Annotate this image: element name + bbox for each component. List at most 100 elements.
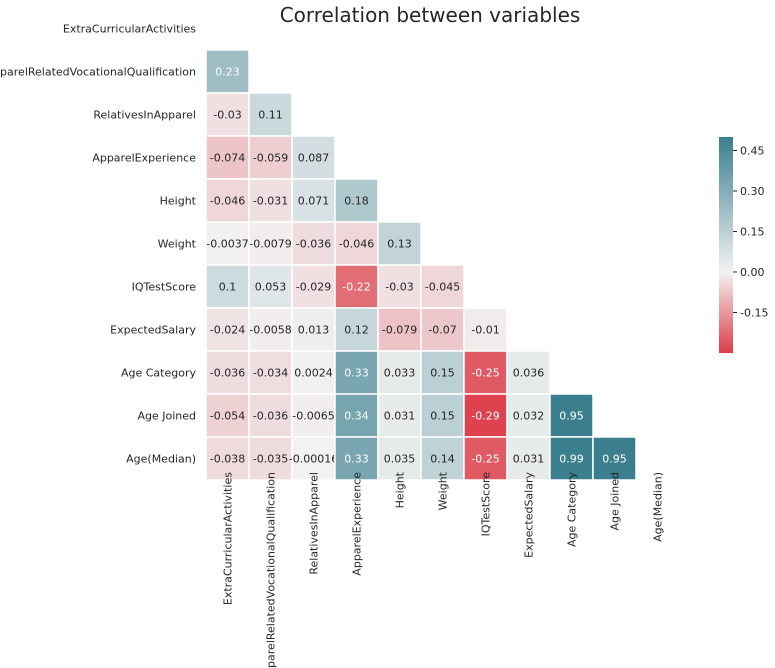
column-tick-label: Age(Median) bbox=[652, 472, 665, 542]
colorbar-tick-label: 0.15 bbox=[740, 226, 765, 239]
cell-value-label: 0.031 bbox=[384, 410, 416, 423]
cell-value-label: 0.036 bbox=[513, 367, 545, 380]
cell-value-label: -0.0058 bbox=[249, 324, 291, 337]
row-tick-label: Weight bbox=[158, 238, 197, 251]
column-tick-label: ApparelRelatedVocationalQualification bbox=[265, 472, 278, 668]
heatmap-cell bbox=[506, 350, 551, 395]
cell-value-label: 0.032 bbox=[513, 410, 545, 423]
cell-value-label: 0.99 bbox=[559, 453, 584, 466]
cell-value-label: 0.13 bbox=[387, 238, 412, 251]
heatmap-cell bbox=[334, 264, 379, 309]
cell-value-label: -0.079 bbox=[382, 324, 417, 337]
heatmap-cell bbox=[291, 350, 336, 395]
heatmap-cell bbox=[592, 436, 637, 481]
column-tick-label: Height bbox=[394, 471, 407, 508]
heatmap-cell bbox=[205, 350, 250, 395]
heatmap-cell bbox=[205, 264, 250, 309]
row-tick-label: Age(Median) bbox=[126, 453, 196, 466]
cell-value-label: 0.11 bbox=[258, 109, 283, 122]
cell-value-label: 0.053 bbox=[255, 281, 287, 294]
heatmap-cell bbox=[420, 436, 465, 481]
column-tick-label: Weight bbox=[437, 471, 450, 510]
colorbar-tick-label: 0.30 bbox=[740, 185, 765, 198]
heatmap-cell bbox=[205, 436, 250, 481]
row-tick-label: Height bbox=[160, 195, 197, 208]
column-tick-label: ApparelExperience bbox=[351, 472, 364, 576]
heatmap-cell bbox=[248, 264, 293, 309]
cell-value-label: -0.0037 bbox=[206, 238, 248, 251]
cell-value-label: -0.03 bbox=[385, 281, 413, 294]
column-tick-label: IQTestScore bbox=[480, 472, 493, 537]
colorbar-tick-label: 0.45 bbox=[740, 145, 765, 158]
heatmap-cell bbox=[377, 264, 422, 309]
cell-value-label: 0.087 bbox=[298, 152, 330, 165]
cell-value-label: 0.071 bbox=[298, 195, 330, 208]
cell-value-label: -0.22 bbox=[342, 281, 370, 294]
cell-value-label: 0.34 bbox=[344, 410, 369, 423]
colorbar-tick-label: -0.15 bbox=[740, 307, 768, 320]
column-tick-label: Age Joined bbox=[609, 472, 622, 531]
cell-value-label: 0.15 bbox=[430, 410, 455, 423]
column-tick-labels: ExtraCurricularActivities ApparelRelatedV… bbox=[222, 471, 665, 668]
cell-value-label: 0.013 bbox=[298, 324, 330, 337]
row-tick-label: ApparelRelatedVocationalQualification bbox=[0, 66, 196, 79]
cell-value-label: -0.054 bbox=[210, 410, 245, 423]
heatmap-cells: 0.23 -0.03 0.11 -0.074 -0.059 0.087 -0.046 -0.0… bbox=[205, 49, 637, 481]
cell-value-label: -0.25 bbox=[471, 453, 499, 466]
cell-value-label: -0.034 bbox=[253, 367, 288, 380]
cell-value-label: 0.14 bbox=[430, 453, 455, 466]
cell-value-label: 0.0024 bbox=[294, 367, 333, 380]
heatmap-cell bbox=[248, 178, 293, 223]
cell-value-label: -0.074 bbox=[210, 152, 245, 165]
heatmap-cell bbox=[334, 436, 379, 481]
heatmap-cell bbox=[549, 436, 594, 481]
heatmap-cell bbox=[248, 307, 293, 352]
row-tick-label: IQTestScore bbox=[132, 281, 197, 294]
cell-value-label: -0.00016 bbox=[289, 453, 338, 466]
heatmap-cell bbox=[205, 307, 250, 352]
cell-value-label: 0.033 bbox=[384, 367, 416, 380]
colorbar-ticks: 0.45 0.30 0.15 0.00 -0.15 bbox=[733, 145, 768, 320]
cell-value-label: 0.95 bbox=[559, 410, 584, 423]
cell-value-label: -0.25 bbox=[471, 367, 499, 380]
cell-value-label: 0.18 bbox=[344, 195, 369, 208]
heatmap-cell bbox=[420, 264, 465, 309]
heatmap-cell bbox=[248, 436, 293, 481]
cell-value-label: -0.031 bbox=[253, 195, 288, 208]
cell-value-label: 0.23 bbox=[215, 66, 240, 79]
heatmap-cell bbox=[334, 221, 379, 266]
row-tick-label: Age Category bbox=[121, 367, 197, 380]
cell-value-label: 0.33 bbox=[344, 453, 369, 466]
column-tick-label: ExpectedSalary bbox=[523, 472, 536, 558]
row-tick-label: ApparelExperience bbox=[92, 152, 196, 165]
heatmap-cell bbox=[291, 436, 336, 481]
heatmap-cell bbox=[420, 307, 465, 352]
cell-value-label: 0.15 bbox=[430, 367, 455, 380]
cell-value-label: -0.0065 bbox=[292, 410, 334, 423]
heatmap-cell bbox=[205, 49, 250, 94]
column-tick-label: Age Category bbox=[566, 472, 579, 548]
heatmap-cell bbox=[334, 178, 379, 223]
cell-value-label: -0.03 bbox=[213, 109, 241, 122]
cell-value-label: -0.029 bbox=[296, 281, 331, 294]
cell-value-label: -0.035 bbox=[253, 453, 288, 466]
heatmap-cell bbox=[248, 221, 293, 266]
cell-value-label: -0.036 bbox=[253, 410, 288, 423]
cell-value-label: -0.024 bbox=[210, 324, 245, 337]
colorbar: 0.45 0.30 0.15 0.00 -0.15 bbox=[719, 137, 768, 353]
cell-value-label: 0.33 bbox=[344, 367, 369, 380]
cell-value-label: -0.036 bbox=[210, 367, 245, 380]
row-tick-label: ExtraCurricularActivities bbox=[63, 23, 196, 36]
cell-value-label: -0.01 bbox=[471, 324, 499, 337]
cell-value-label: -0.045 bbox=[425, 281, 460, 294]
heatmap-cell bbox=[205, 393, 250, 438]
row-tick-label: RelativesInApparel bbox=[93, 109, 196, 122]
row-tick-label: ExpectedSalary bbox=[110, 324, 196, 337]
row-tick-label: Age Joined bbox=[137, 410, 196, 423]
cell-value-label: -0.059 bbox=[253, 152, 288, 165]
cell-value-label: 0.035 bbox=[384, 453, 416, 466]
heatmap-cell bbox=[420, 393, 465, 438]
cell-value-label: -0.036 bbox=[296, 238, 331, 251]
cell-value-label: -0.046 bbox=[210, 195, 245, 208]
